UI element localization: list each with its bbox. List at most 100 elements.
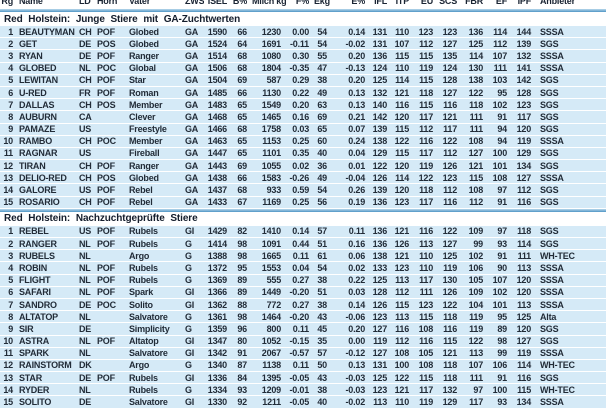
section-rows: 1 BEAUTYMAN CH POF Globed GA 1590 66 1230 0.00 54 0… — [0, 26, 606, 208]
cell-e_pct: -0.02 — [345, 38, 365, 49]
cell-ef: 89 — [497, 323, 507, 334]
cell-milch_kg: 1665 — [261, 250, 281, 261]
cell-header-scs: SCS — [439, 0, 457, 6]
cell-ld: FR — [79, 87, 91, 98]
cell-vater: Clever — [129, 111, 156, 122]
cell-scs: 125 — [442, 250, 458, 261]
cell-ifl: 136 — [372, 226, 388, 237]
cell-scs: 127 — [442, 238, 458, 249]
cell-ef: 99 — [497, 348, 507, 359]
cell-e_pct: 0.20 — [348, 50, 365, 61]
cell-zws: GA — [185, 197, 199, 208]
cell-zws: G — [185, 238, 192, 249]
cell-ipf: 120 — [516, 287, 532, 298]
cell-zws: G — [185, 250, 192, 261]
cell-itp: 110 — [395, 26, 409, 37]
cell-fbr: 118 — [469, 99, 483, 110]
cell-vater: Globed — [129, 38, 159, 49]
cell-scs: 116 — [443, 99, 457, 110]
cell-ipf: 117 — [517, 111, 531, 122]
bull-row: 3 RUBELS NL Argo G 1388 98 1665 0.11 61 0.06 138 121… — [0, 250, 606, 262]
cell-ld: US — [79, 124, 92, 135]
cell-b_pct: 66 — [237, 172, 247, 183]
cell-vater: Roman — [129, 87, 159, 98]
cell-ld: CH — [79, 172, 92, 183]
cell-e_pct: -0.03 — [345, 372, 365, 383]
cell-eu: 111 — [419, 287, 434, 298]
cell-ef: 107 — [492, 275, 508, 286]
cell-zws: GA — [185, 160, 199, 171]
cell-rg: 11 — [3, 348, 13, 359]
cell-ipf: 119 — [517, 348, 531, 359]
cell-eu: 119 — [419, 397, 433, 408]
cell-e_pct: 0.13 — [348, 360, 365, 371]
cell-isel: 1443 — [207, 160, 227, 171]
cell-header-horn: Horn — [97, 0, 118, 6]
cell-scs: 132 — [442, 384, 458, 395]
cell-scs: 122 — [442, 226, 458, 237]
cell-eu: 108 — [418, 360, 434, 371]
cell-rg: 6 — [8, 287, 13, 298]
cell-ifl: 123 — [372, 384, 388, 395]
cell-ekg: 55 — [317, 50, 327, 61]
cell-itp: 120 — [394, 111, 410, 122]
cell-eu: 119 — [419, 160, 433, 171]
cell-milch_kg: 1153 — [262, 136, 281, 147]
cell-ld: DE — [79, 397, 92, 408]
cell-ipf: 144 — [516, 26, 532, 37]
cell-eu: 112 — [419, 124, 433, 135]
cell-b_pct: 66 — [237, 26, 247, 37]
cell-ipf: 129 — [516, 148, 532, 159]
cell-ekg: 54 — [317, 38, 327, 49]
cell-name: SIR — [19, 323, 34, 334]
cell-f_pct: 0.04 — [292, 262, 309, 273]
cell-scs: 118 — [443, 360, 457, 371]
cell-name: GET — [19, 38, 37, 49]
cell-isel: 1388 — [207, 250, 227, 261]
cell-anbieter: SGS — [540, 323, 559, 334]
cell-ipf: 120 — [516, 275, 532, 286]
cell-name: RUBELS — [19, 250, 55, 261]
cell-ld: DE — [79, 323, 92, 334]
cell-name: DALLAS — [19, 99, 55, 110]
cell-zws: GA — [185, 75, 199, 86]
cell-scs: 124 — [442, 63, 458, 74]
cell-anbieter: SSSA — [540, 275, 564, 286]
cell-ifl: 122 — [372, 160, 388, 171]
bull-row: 12 TIRAN CH POF Ranger GA 1443 69 1055 0.02 36 0.01… — [0, 160, 606, 172]
cell-rg: 15 — [3, 397, 13, 408]
cell-name: RAMBO — [19, 136, 52, 147]
section-divider — [0, 9, 606, 12]
cell-ipf: 116 — [517, 197, 531, 208]
cell-anbieter: SGS — [540, 336, 559, 347]
cell-fbr: 121 — [468, 160, 484, 171]
cell-ipf: 134 — [516, 160, 532, 171]
cell-ld: DE — [79, 38, 92, 49]
cell-e_pct: 0.07 — [348, 124, 365, 135]
cell-anbieter: SGS — [540, 372, 559, 383]
cell-eu: 115 — [419, 50, 433, 61]
cell-zws: GI — [185, 226, 195, 237]
cell-f_pct: 0.22 — [292, 87, 309, 98]
cell-zws: G — [185, 323, 192, 334]
cell-horn: POF — [97, 87, 115, 98]
cell-rg: 8 — [8, 311, 13, 322]
cell-ipf: 113 — [517, 299, 531, 310]
cell-header-eu: EU — [420, 0, 433, 6]
cell-ld: DE — [79, 299, 92, 310]
cell-milch_kg: 1691 — [261, 38, 281, 49]
cell-vater: Ranger — [129, 50, 159, 61]
cell-f_pct: 0.16 — [292, 111, 309, 122]
bull-row: 11 SPARK NL Salvatore GI 1342 91 2067 -0.57 57 -0.… — [0, 347, 606, 359]
cell-ef: 94 — [497, 124, 507, 135]
cell-isel: 1334 — [207, 384, 227, 395]
bull-row: 8 AUBURN CA Clever GA 1468 65 1465 0.16 69 0.21 142… — [0, 111, 606, 123]
cell-anbieter: SSSA — [540, 136, 564, 147]
cell-ef: 114 — [493, 26, 507, 37]
cell-ekg: 40 — [317, 148, 327, 159]
cell-fbr: 105 — [468, 275, 484, 286]
cell-anbieter: WH-TEC — [540, 250, 575, 261]
cell-eu: 123 — [418, 299, 434, 310]
cell-fbr: 113 — [469, 348, 483, 359]
cell-ekg: 61 — [317, 250, 327, 261]
